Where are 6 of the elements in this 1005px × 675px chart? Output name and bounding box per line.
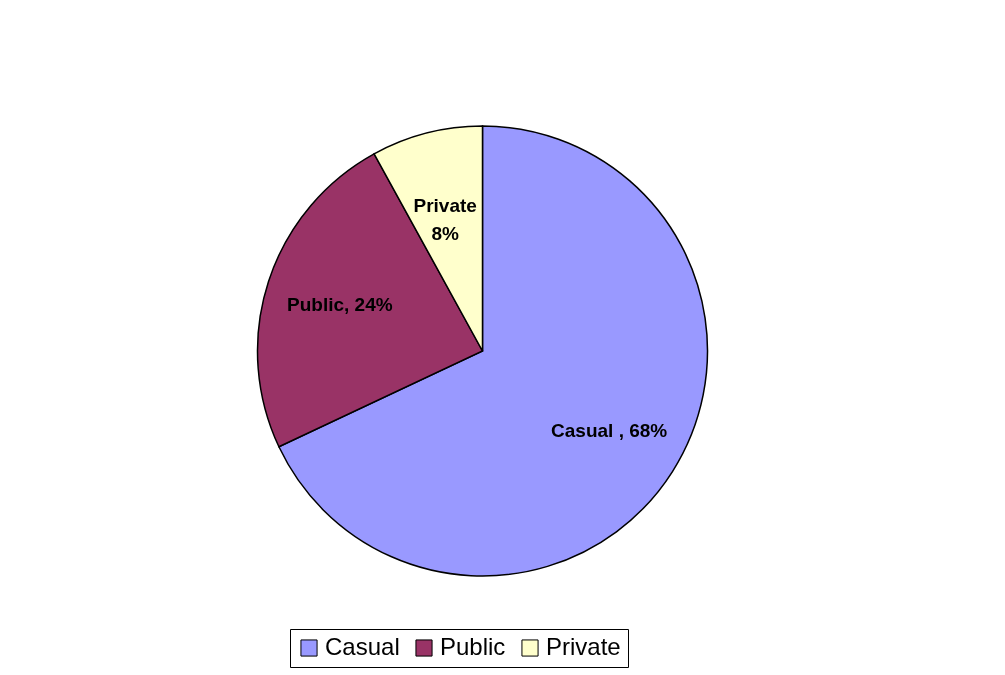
data-label: Private 8% <box>413 194 477 244</box>
data-label: Public, 24% <box>287 293 393 315</box>
legend-label: Public <box>440 633 506 660</box>
legend-label: Casual <box>325 633 400 660</box>
legend-label: Private <box>546 633 621 660</box>
data-label: Casual , 68% <box>551 420 668 442</box>
